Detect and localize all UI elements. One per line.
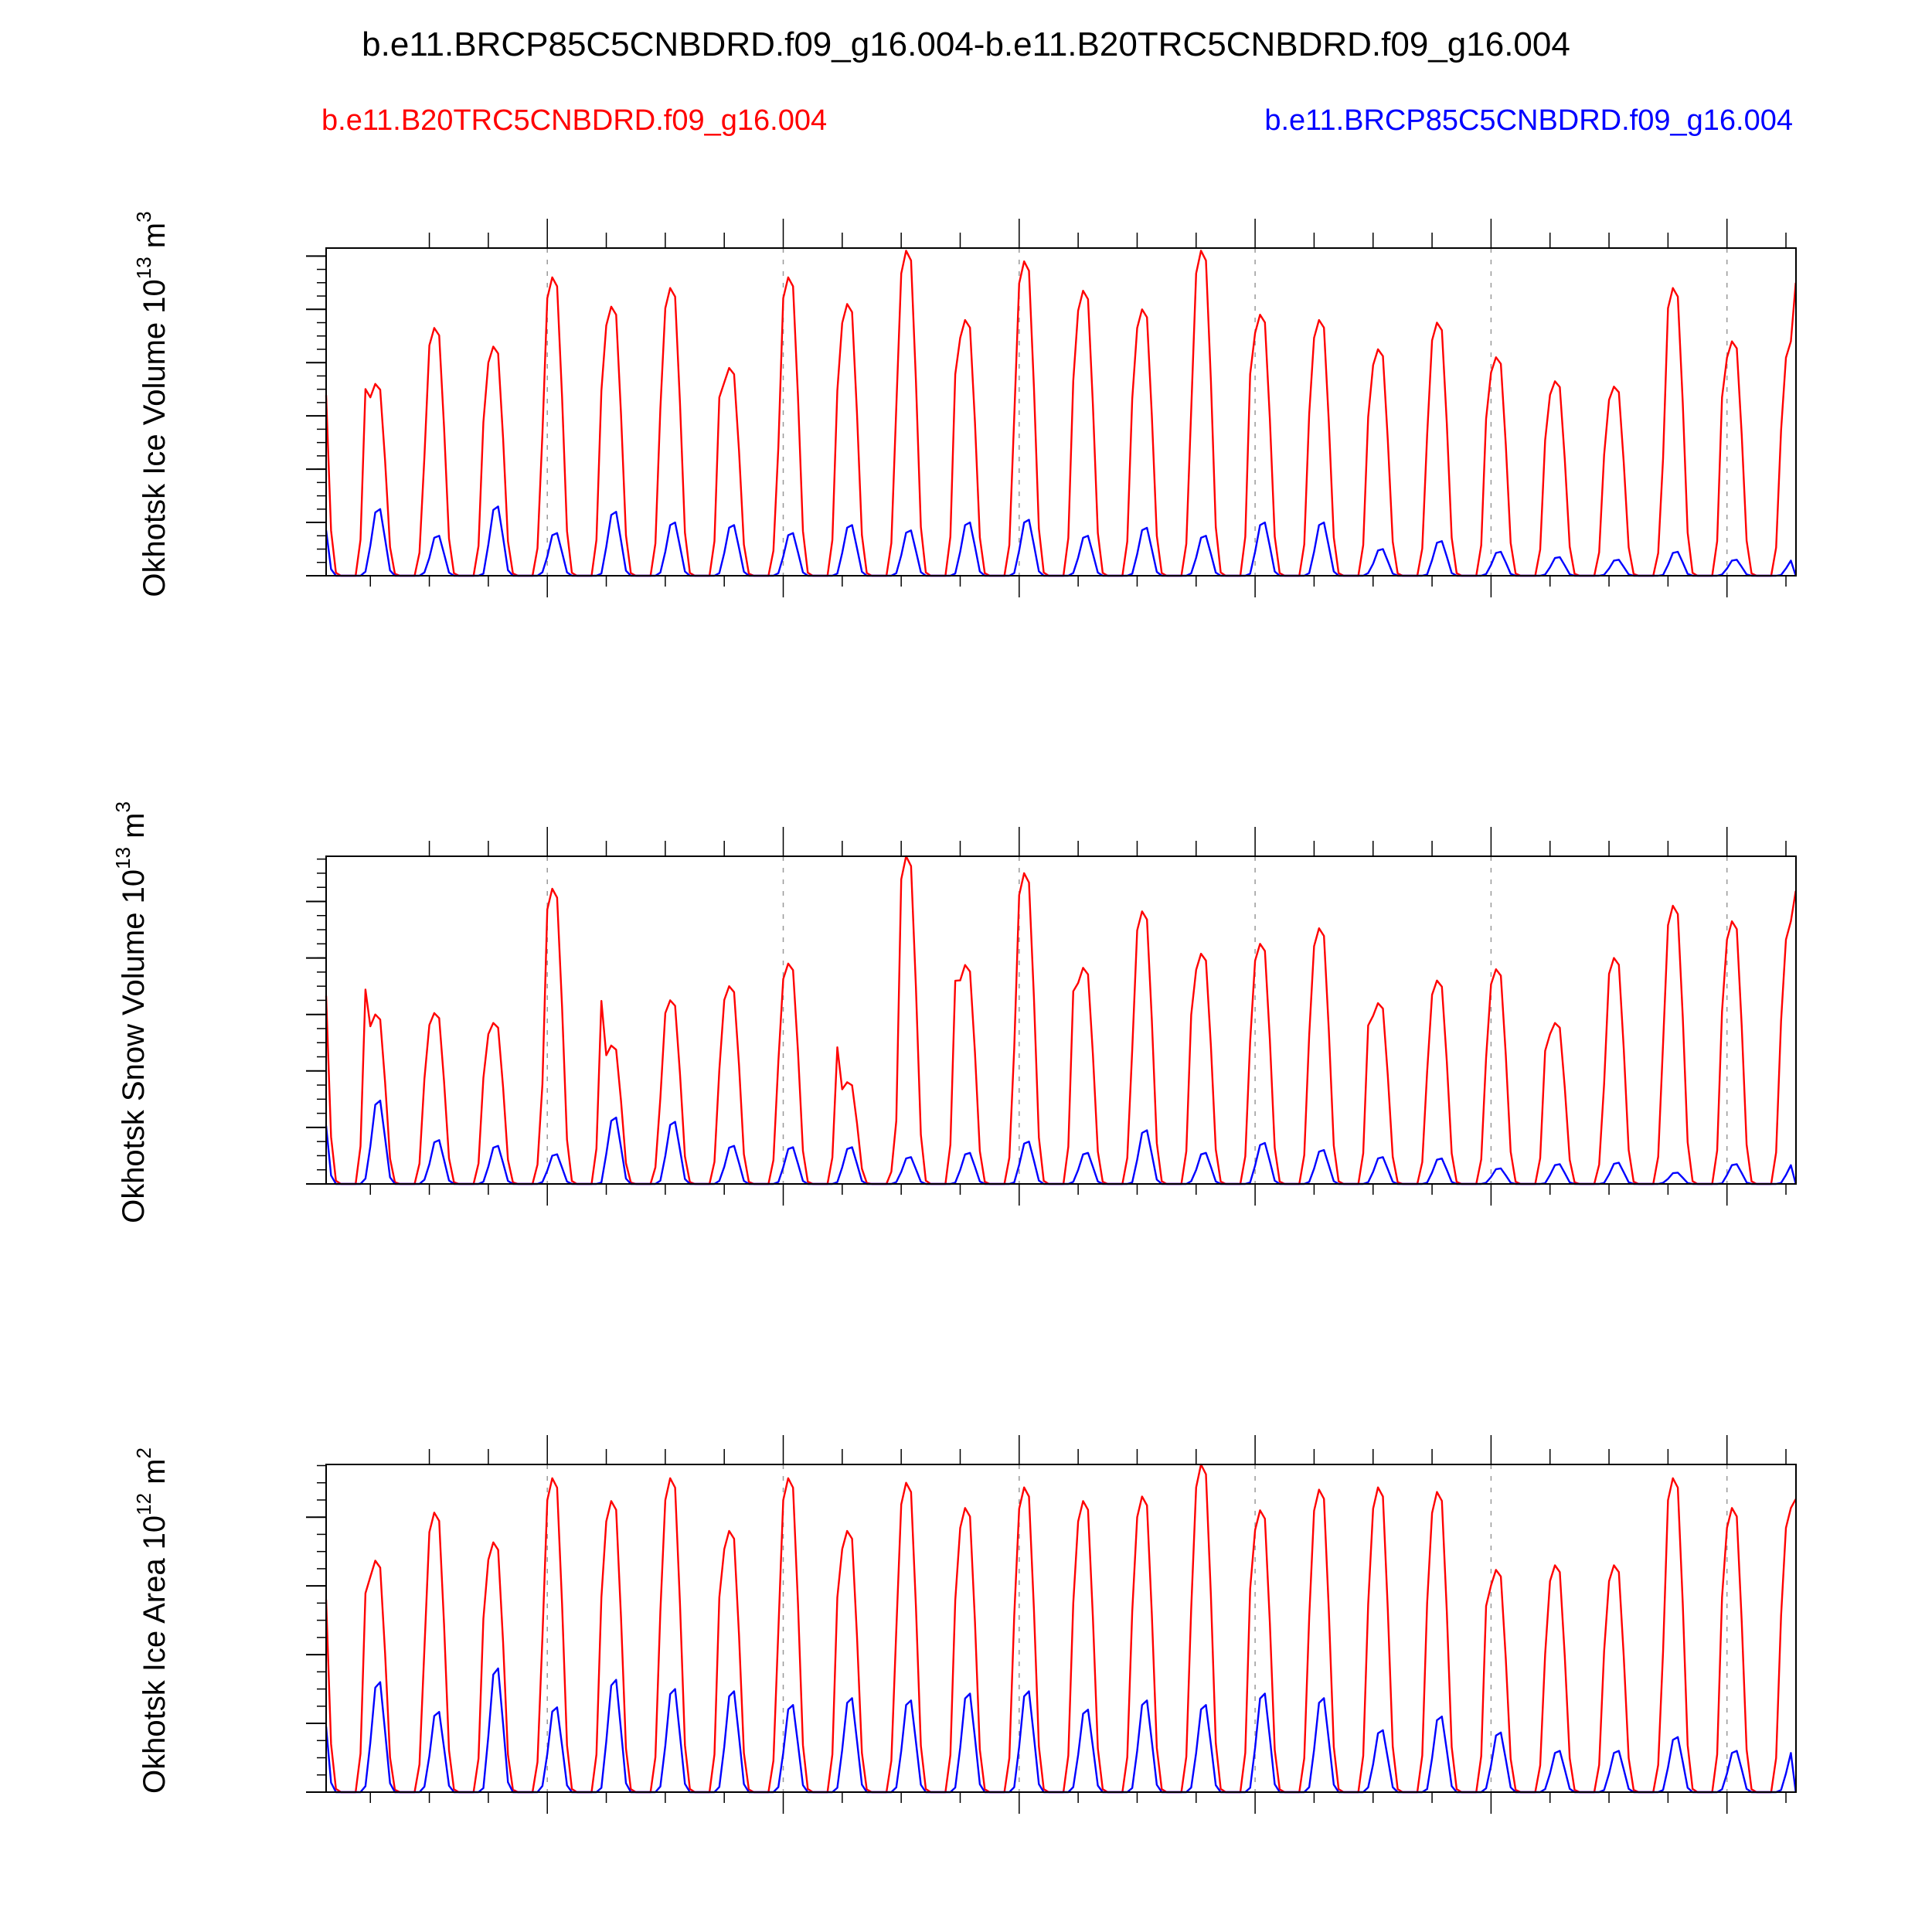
y-axis-title-text: Okhotsk Ice Volume 10 xyxy=(138,279,172,597)
y-axis-title-exponent: 13 xyxy=(132,257,155,279)
y-axis-title: Okhotsk Ice Area 1012 m2 xyxy=(132,1447,172,1794)
series-line-rcp85 xyxy=(325,505,1797,577)
y-axis-title-text: Okhotsk Ice Area 10 xyxy=(138,1515,172,1794)
legend-label-historical: b.e11.B20TRC5CNBDRD.f09_g16.004 xyxy=(321,104,827,137)
y-axis-title-unit-exponent: 3 xyxy=(132,211,155,222)
y-axis-title-text: Okhotsk Snow Volume 10 xyxy=(117,869,151,1223)
y-axis-title-exponent: 12 xyxy=(132,1493,155,1515)
figure-title: b.e11.BRCP85C5CNBDRD.f09_g16.004-b.e11.B… xyxy=(362,26,1570,63)
y-axis-title-unit: m xyxy=(138,1458,172,1492)
plot-frame xyxy=(325,1464,1797,1793)
panel-ice-area: Okhotsk Ice Area 1012 m2 xyxy=(132,1435,1797,1814)
series-line-historical xyxy=(325,1463,1797,1794)
panel-snow-volume: Okhotsk Snow Volume 1013 m3 xyxy=(111,801,1797,1223)
y-axis-title-unit: m xyxy=(138,223,172,257)
panel-ice-volume: Okhotsk Ice Volume 1013 m3 xyxy=(132,211,1797,597)
y-axis-title-unit: m xyxy=(117,813,151,847)
legend-label-rcp85: b.e11.BRCP85C5CNBDRD.f09_g16.004 xyxy=(1264,104,1793,137)
series-line-historical xyxy=(325,855,1797,1185)
y-axis-title-unit-exponent: 2 xyxy=(132,1447,155,1458)
plot-frame xyxy=(325,247,1797,577)
plot-frame xyxy=(325,855,1797,1185)
series-line-historical xyxy=(325,250,1797,577)
y-axis-title-unit-exponent: 3 xyxy=(111,801,134,812)
series-line-rcp85 xyxy=(325,1667,1797,1794)
series-line-rcp85 xyxy=(325,1099,1797,1185)
y-axis-title: Okhotsk Snow Volume 1013 m3 xyxy=(111,801,151,1223)
y-axis-title-exponent: 13 xyxy=(111,847,134,869)
y-axis-title: Okhotsk Ice Volume 1013 m3 xyxy=(132,211,172,597)
